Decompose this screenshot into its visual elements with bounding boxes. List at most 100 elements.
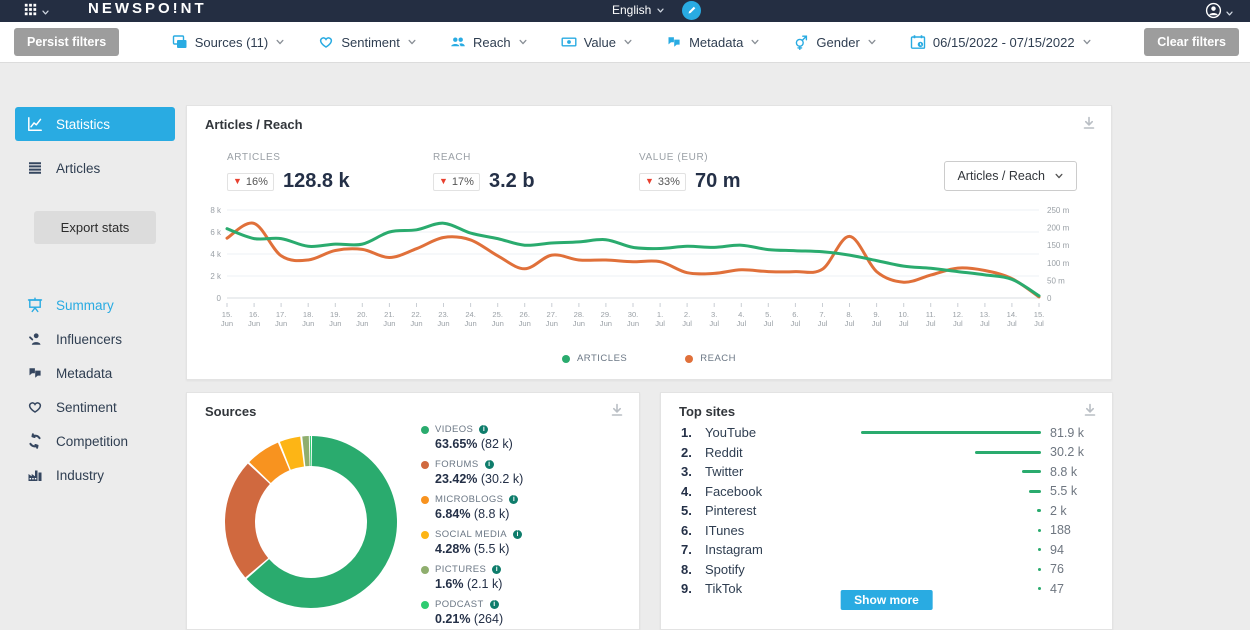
legend-item-reach[interactable]: REACH	[685, 353, 736, 364]
download-icon[interactable]	[1082, 402, 1098, 423]
sources-legend-item-forums[interactable]: FORUMS i 23.42% (30.2 k)	[421, 459, 523, 486]
svg-text:18.: 18.	[303, 310, 314, 319]
source-percent: 63.65%	[435, 437, 478, 451]
site-name[interactable]: Pinterest	[705, 503, 757, 519]
metric-change-badge: ▼ 33%	[639, 172, 686, 191]
site-value: 30.2 k	[1050, 445, 1085, 460]
site-name[interactable]: YouTube	[705, 425, 757, 441]
svg-text:Jul: Jul	[736, 319, 746, 328]
site-name[interactable]: Twitter	[705, 464, 744, 480]
download-icon[interactable]	[1081, 115, 1097, 136]
svg-text:15.: 15.	[1034, 310, 1045, 319]
sidebar-item-influencers[interactable]: Influencers	[15, 322, 175, 356]
edit-button[interactable]	[682, 1, 701, 20]
svg-text:Jun: Jun	[627, 319, 639, 328]
sources-legend-item-pictures[interactable]: PICTURES i 1.6% (2.1 k)	[421, 564, 523, 591]
metric-change-badge: ▼ 17%	[433, 172, 480, 191]
site-name[interactable]: Reddit	[705, 444, 743, 460]
legend-dot	[421, 425, 429, 434]
filter-reach[interactable]: Reach	[450, 34, 528, 50]
filter-sources[interactable]: Sources (11)	[172, 34, 285, 50]
legend-item-articles[interactable]: ARTICLES	[561, 353, 627, 364]
metric-label: ARTICLES	[227, 152, 281, 163]
sidebar-item-label: Competition	[56, 433, 129, 449]
svg-text:Jun: Jun	[437, 319, 449, 328]
site-name[interactable]: Facebook	[705, 483, 763, 499]
chart-legend: ARTICLES REACH	[187, 353, 1111, 364]
clear-filters-button[interactable]: Clear filters	[1144, 28, 1239, 56]
svg-text:16.: 16.	[249, 310, 260, 319]
person-icon	[27, 331, 43, 347]
sidebar-item-articles[interactable]: Articles	[15, 151, 175, 185]
filter-sentiment[interactable]: Sentiment	[318, 34, 417, 50]
source-type-label: VIDEOS	[435, 424, 474, 435]
svg-text:4.: 4.	[738, 310, 744, 319]
download-icon[interactable]	[609, 402, 625, 423]
source-count: (82 k)	[477, 437, 513, 451]
svg-text:17.: 17.	[276, 310, 287, 319]
sidebar-item-summary[interactable]: Summary	[15, 288, 175, 322]
info-icon[interactable]: i	[492, 565, 502, 574]
svg-text:0: 0	[217, 294, 222, 303]
site-name[interactable]: ITunes	[705, 522, 745, 538]
sources-legend-item-videos[interactable]: VIDEOS i 63.65% (82 k)	[421, 424, 523, 451]
sources-legend-item-microblogs[interactable]: MICROBLOGS i 6.84% (8.8 k)	[421, 494, 523, 521]
site-name[interactable]: Spotify	[705, 561, 745, 577]
chart-view-select-value: Articles / Reach	[957, 169, 1045, 183]
show-more-button[interactable]: Show more	[840, 590, 933, 610]
chevron-down-icon	[1054, 171, 1064, 181]
svg-text:2 k: 2 k	[210, 272, 222, 281]
info-icon[interactable]: i	[484, 460, 494, 469]
svg-text:Jul: Jul	[655, 319, 665, 328]
language-selector[interactable]: English	[612, 3, 665, 17]
sources-legend-item-social-media[interactable]: SOCIAL MEDIA i 4.28% (5.5 k)	[421, 529, 523, 556]
table-row: 8. Spotify 76	[681, 560, 1098, 580]
filter-metadata[interactable]: Metadata	[666, 34, 760, 50]
source-count: (264)	[470, 612, 504, 626]
svg-text:22.: 22.	[411, 310, 422, 319]
site-rank: 6.	[681, 522, 692, 538]
chart-view-select[interactable]: Articles / Reach	[944, 161, 1077, 191]
sidebar-item-sentiment[interactable]: Sentiment	[15, 390, 175, 424]
info-icon[interactable]: i	[489, 600, 499, 609]
heart-icon	[318, 34, 334, 50]
metric-value: 3.2 b	[488, 170, 535, 192]
info-icon[interactable]: i	[509, 495, 519, 504]
info-icon[interactable]: i	[513, 530, 523, 539]
filter-gender[interactable]: Gender	[793, 34, 876, 50]
filter-daterange[interactable]: 06/15/2022 - 07/15/2022	[910, 34, 1092, 50]
chevron-down-icon	[275, 37, 285, 47]
persist-filters-button[interactable]: Persist filters	[14, 28, 120, 56]
sources-legend-item-podcast[interactable]: PODCAST i 0.21% (264)	[421, 599, 523, 626]
profile-menu[interactable]	[1205, 2, 1234, 24]
sidebar-item-competition[interactable]: Competition	[15, 424, 175, 458]
sidebar-item-industry[interactable]: Industry	[15, 458, 175, 492]
sidebar-item-label: Industry	[56, 467, 105, 483]
sidebar: Statistics Articles Export stats Summary I…	[15, 107, 175, 492]
site-name[interactable]: TikTok	[705, 581, 743, 597]
apps-menu-button[interactable]	[24, 3, 50, 21]
export-stats-button[interactable]: Export stats	[34, 211, 156, 244]
svg-text:Jul: Jul	[872, 319, 882, 328]
svg-text:Jul: Jul	[953, 319, 963, 328]
metric-value: 70 m	[694, 170, 741, 192]
people-icon	[450, 34, 466, 50]
legend-dot	[421, 565, 429, 574]
sidebar-item-statistics[interactable]: Statistics	[15, 107, 175, 141]
svg-text:Jun: Jun	[492, 319, 504, 328]
site-bar	[1038, 528, 1041, 532]
svg-text:6.: 6.	[792, 310, 798, 319]
site-name[interactable]: Instagram	[705, 542, 763, 558]
table-row: 7. Instagram 94	[681, 540, 1098, 560]
svg-text:11.: 11.	[926, 310, 936, 319]
user-avatar-icon	[1205, 2, 1222, 24]
svg-text:1.: 1.	[657, 310, 663, 319]
filter-label: 06/15/2022 - 07/15/2022	[932, 34, 1075, 50]
sources-card: Sources VIDEOS i 63.65% (82 k) FORUMS i 23.42…	[186, 392, 640, 630]
info-icon[interactable]: i	[479, 425, 489, 434]
metric-value-eur-: VALUE (EUR) ▼ 33% 70 m	[639, 152, 741, 193]
chevron-down-icon	[407, 37, 417, 47]
filter-value[interactable]: Value	[561, 34, 633, 50]
sources-legend-row: FORUMS i	[421, 459, 523, 470]
sidebar-item-metadata[interactable]: Metadata	[15, 356, 175, 390]
